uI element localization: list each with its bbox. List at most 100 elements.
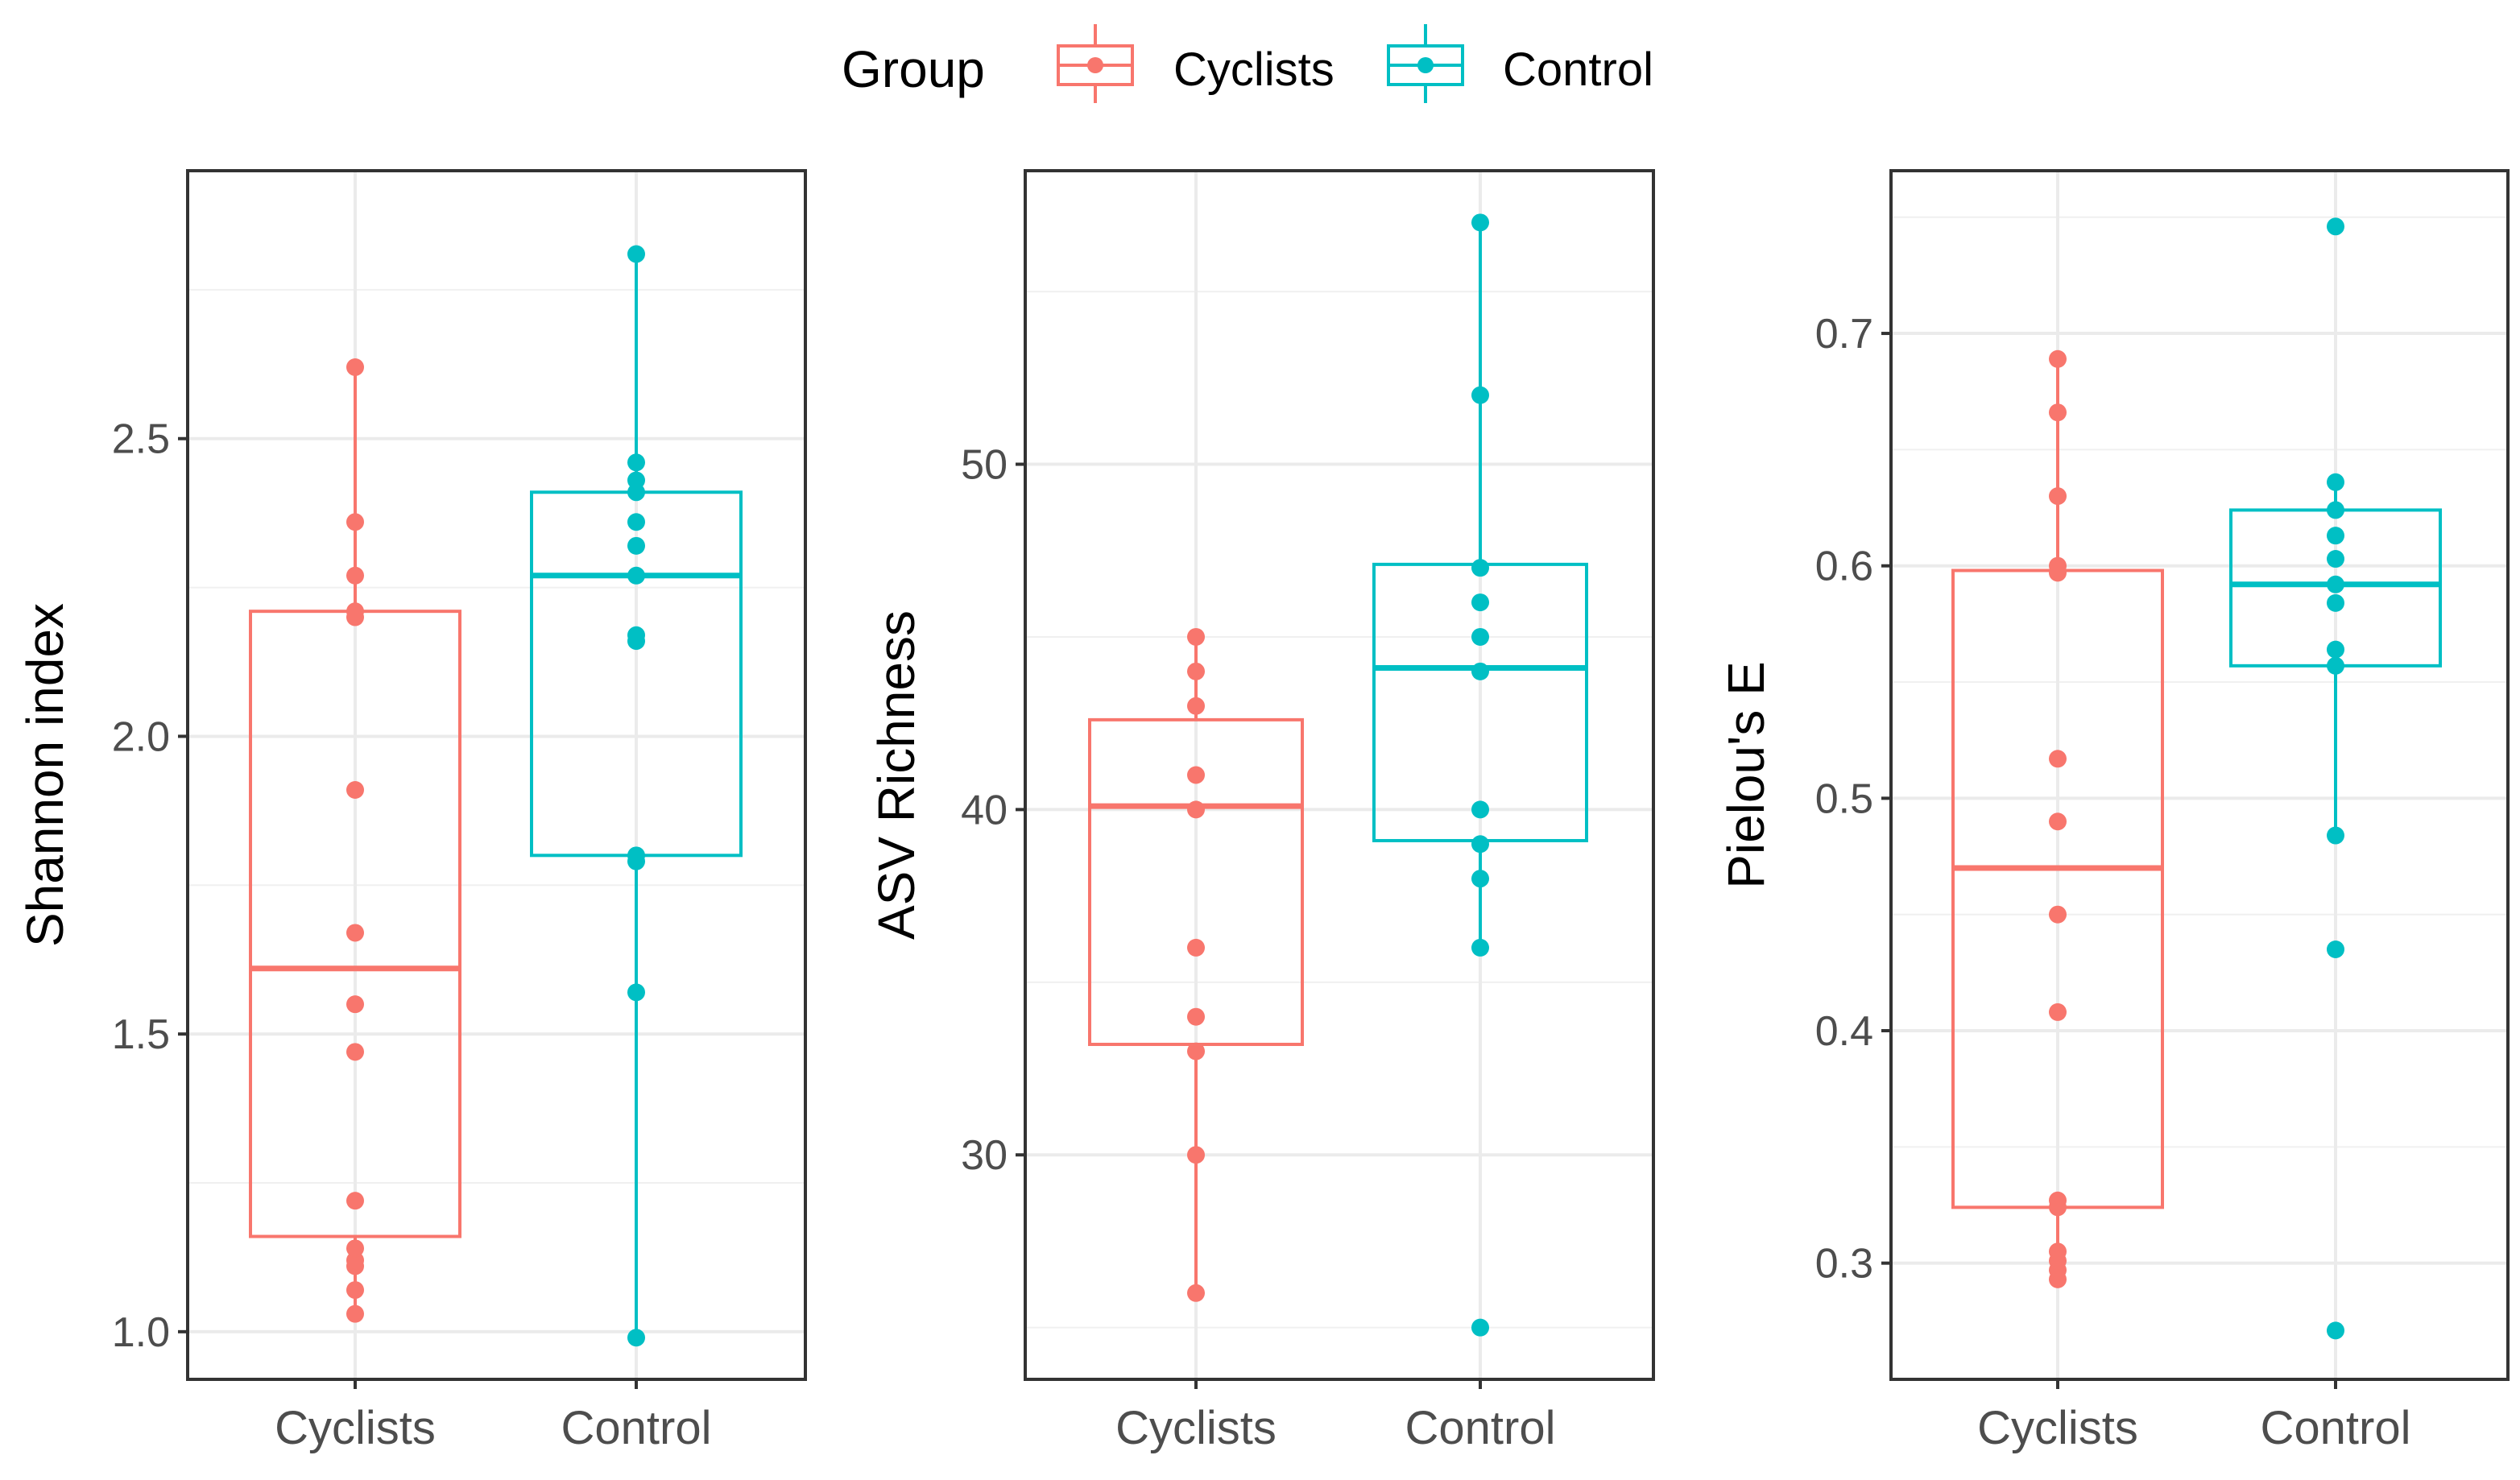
panel-border <box>1024 169 1655 1381</box>
data-point <box>627 1329 645 1347</box>
legend: Group Cyclists Control <box>842 24 1653 103</box>
data-point <box>627 453 645 472</box>
x-tick-label: Control <box>1405 1402 1556 1454</box>
panel-pielou: 0.3 0.4 0.5 0.6 0.7 Cyclists Control Pielou's E <box>1717 169 2510 1454</box>
data-point <box>1471 593 1489 612</box>
data-point <box>1471 213 1489 232</box>
data-point <box>2327 1321 2344 1340</box>
data-point <box>1471 559 1489 577</box>
data-point <box>627 846 645 865</box>
y-tick-label: 30 <box>961 1132 1008 1179</box>
data-point <box>1471 627 1489 646</box>
data-point <box>1187 1007 1205 1026</box>
data-point <box>2327 656 2344 675</box>
y-axis-title: Shannon index <box>16 603 74 947</box>
data-point <box>2327 217 2344 236</box>
data-point <box>2327 550 2344 568</box>
data-point <box>2049 905 2067 924</box>
data-point <box>1471 800 1489 819</box>
data-point <box>2327 527 2344 545</box>
data-point <box>346 513 364 531</box>
x-tick-label: Cyclists <box>1977 1402 2138 1454</box>
data-point <box>1471 662 1489 680</box>
y-tick-label: 1.5 <box>112 1011 170 1058</box>
data-point <box>627 245 645 263</box>
data-point <box>1471 870 1489 888</box>
y-tick-label: 2.0 <box>112 713 170 760</box>
series-control <box>2229 217 2442 1340</box>
panel-asv-richness: 30 40 50 Cyclists Control ASV Richness <box>867 169 1655 1454</box>
y-tick-label: 0.3 <box>1815 1241 1873 1288</box>
data-point <box>2049 349 2067 368</box>
series-cyclists <box>249 358 461 1323</box>
data-point <box>2327 940 2344 958</box>
series-control <box>1372 213 1588 1337</box>
x-tick-label: Cyclists <box>1115 1402 1277 1454</box>
data-point <box>2049 403 2067 422</box>
data-point <box>346 1043 364 1061</box>
data-point <box>346 780 364 799</box>
data-point <box>346 1281 364 1300</box>
data-point <box>627 566 645 585</box>
panel-border <box>186 169 807 1381</box>
data-point <box>346 924 364 942</box>
data-point <box>2327 575 2344 593</box>
legend-key-cyclists-point <box>1087 57 1103 73</box>
y-tick-label: 2.5 <box>112 416 170 463</box>
data-point <box>627 536 645 555</box>
data-point <box>2327 501 2344 519</box>
series-control <box>530 245 743 1347</box>
panel-shannon: 1.0 1.5 2.0 2.5 Cyclists Control Shannon index <box>16 169 807 1454</box>
data-point <box>346 1192 364 1210</box>
series-cyclists <box>1951 349 2164 1288</box>
data-point <box>1187 766 1205 784</box>
data-point <box>2049 750 2067 768</box>
data-point <box>346 358 364 377</box>
data-point <box>2049 1242 2067 1261</box>
data-point <box>2049 1003 2067 1021</box>
data-point <box>627 626 645 644</box>
data-point <box>2049 556 2067 575</box>
legend-title: Group <box>842 40 985 98</box>
y-tick-label: 50 <box>961 442 1008 489</box>
data-point <box>1187 1146 1205 1164</box>
panel-border <box>1889 169 2510 1381</box>
series-cyclists <box>1088 627 1304 1302</box>
data-point <box>2049 1191 2067 1209</box>
legend-key-control-point <box>1417 57 1434 73</box>
data-point <box>1187 800 1205 819</box>
data-point <box>627 513 645 531</box>
data-point <box>2327 473 2344 491</box>
data-point <box>2327 640 2344 659</box>
y-tick-label: 0.4 <box>1815 1008 1873 1055</box>
data-point <box>1471 386 1489 404</box>
data-point <box>346 1239 364 1258</box>
data-point <box>1187 938 1205 957</box>
data-point <box>627 471 645 490</box>
data-point <box>1187 1284 1205 1302</box>
data-point <box>2049 487 2067 506</box>
data-point <box>346 995 364 1014</box>
y-tick-label: 0.6 <box>1815 544 1873 590</box>
data-point <box>1187 627 1205 646</box>
y-tick-label: 40 <box>961 787 1008 833</box>
y-tick-label: 0.5 <box>1815 775 1873 822</box>
x-tick-label: Control <box>561 1402 712 1454</box>
data-point <box>1187 1042 1205 1060</box>
data-point <box>2327 826 2344 845</box>
legend-label-cyclists: Cyclists <box>1173 43 1334 96</box>
legend-item-cyclists: Cyclists <box>1057 24 1334 103</box>
legend-label-control: Control <box>1503 43 1653 96</box>
data-point <box>1471 1318 1489 1337</box>
chart-panels: 1.0 1.5 2.0 2.5 Cyclists Control Shannon index… <box>16 169 2510 1454</box>
x-tick-label: Control <box>2261 1402 2411 1454</box>
data-point <box>346 566 364 585</box>
y-tick-label: 1.0 <box>112 1309 170 1356</box>
data-point <box>2049 812 2067 831</box>
data-point <box>346 1304 364 1323</box>
data-point <box>2327 593 2344 612</box>
data-point <box>346 602 364 621</box>
y-tick-label: 0.7 <box>1815 311 1873 358</box>
